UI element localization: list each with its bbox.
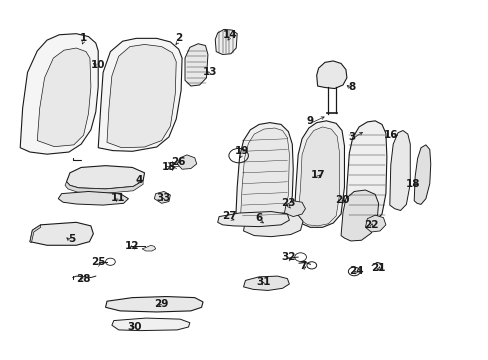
Polygon shape (235, 123, 293, 228)
Text: 27: 27 (222, 211, 237, 221)
Polygon shape (20, 34, 98, 154)
Text: 26: 26 (171, 157, 185, 167)
Polygon shape (340, 190, 378, 241)
Text: 2: 2 (175, 33, 182, 43)
Polygon shape (215, 30, 237, 54)
Polygon shape (345, 121, 386, 226)
Text: 28: 28 (76, 274, 91, 284)
Text: 32: 32 (281, 252, 295, 262)
Text: 3: 3 (347, 132, 355, 142)
Polygon shape (30, 225, 41, 243)
Polygon shape (37, 48, 91, 147)
Text: 9: 9 (306, 116, 313, 126)
Text: 18: 18 (405, 179, 419, 189)
Text: 13: 13 (203, 67, 217, 77)
Text: 6: 6 (255, 213, 262, 222)
Polygon shape (154, 192, 170, 203)
Polygon shape (142, 245, 156, 251)
Text: 16: 16 (383, 130, 397, 140)
Polygon shape (58, 192, 128, 205)
Text: 17: 17 (310, 170, 325, 180)
Polygon shape (184, 44, 207, 86)
Text: 5: 5 (68, 234, 75, 244)
Polygon shape (65, 181, 143, 193)
Polygon shape (107, 44, 176, 148)
Text: 19: 19 (234, 146, 249, 156)
Polygon shape (112, 318, 189, 330)
Polygon shape (177, 155, 196, 169)
Text: 29: 29 (154, 299, 168, 309)
Polygon shape (243, 213, 303, 237)
Text: 25: 25 (91, 257, 105, 267)
Text: 20: 20 (334, 195, 348, 205)
Text: 14: 14 (222, 30, 237, 40)
Polygon shape (243, 276, 289, 291)
Text: 12: 12 (125, 241, 139, 251)
Polygon shape (284, 201, 305, 217)
Text: 7: 7 (299, 261, 306, 271)
Polygon shape (413, 145, 430, 204)
Text: 22: 22 (363, 220, 378, 230)
Text: 10: 10 (91, 60, 105, 70)
Polygon shape (298, 127, 339, 226)
Polygon shape (294, 121, 344, 227)
Text: 8: 8 (347, 82, 355, 92)
Text: 31: 31 (256, 277, 271, 287)
Text: 21: 21 (370, 263, 385, 273)
Text: 24: 24 (348, 266, 363, 276)
Text: 4: 4 (136, 175, 143, 185)
Polygon shape (217, 212, 289, 226)
Polygon shape (389, 131, 409, 211)
Polygon shape (66, 166, 144, 189)
Polygon shape (30, 222, 93, 245)
Polygon shape (365, 215, 385, 232)
Polygon shape (316, 61, 346, 89)
Text: 15: 15 (162, 162, 176, 172)
Polygon shape (98, 39, 182, 151)
Text: 30: 30 (127, 322, 142, 332)
Polygon shape (105, 297, 203, 312)
Polygon shape (240, 128, 289, 225)
Text: 11: 11 (110, 193, 125, 203)
Text: 1: 1 (80, 33, 87, 43)
Text: 33: 33 (157, 193, 171, 203)
Text: 23: 23 (281, 198, 295, 208)
